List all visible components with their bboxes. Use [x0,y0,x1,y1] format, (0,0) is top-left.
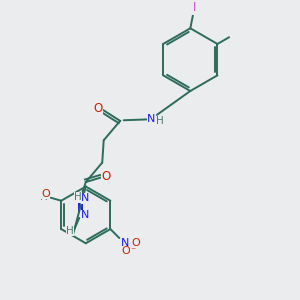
Text: O: O [131,238,140,248]
Text: O: O [94,101,103,115]
Text: I: I [193,2,196,14]
Text: O: O [122,247,130,256]
Text: N: N [81,194,89,203]
Text: H: H [66,226,74,236]
Text: O: O [101,169,111,183]
Text: O: O [41,189,50,199]
Text: H: H [74,192,82,202]
Text: H: H [40,192,48,202]
Text: N: N [81,210,89,220]
Text: H: H [156,116,164,126]
Text: N: N [121,238,130,248]
Text: +: + [129,239,136,248]
Text: N: N [147,114,156,124]
Text: ⁻: ⁻ [130,247,135,256]
